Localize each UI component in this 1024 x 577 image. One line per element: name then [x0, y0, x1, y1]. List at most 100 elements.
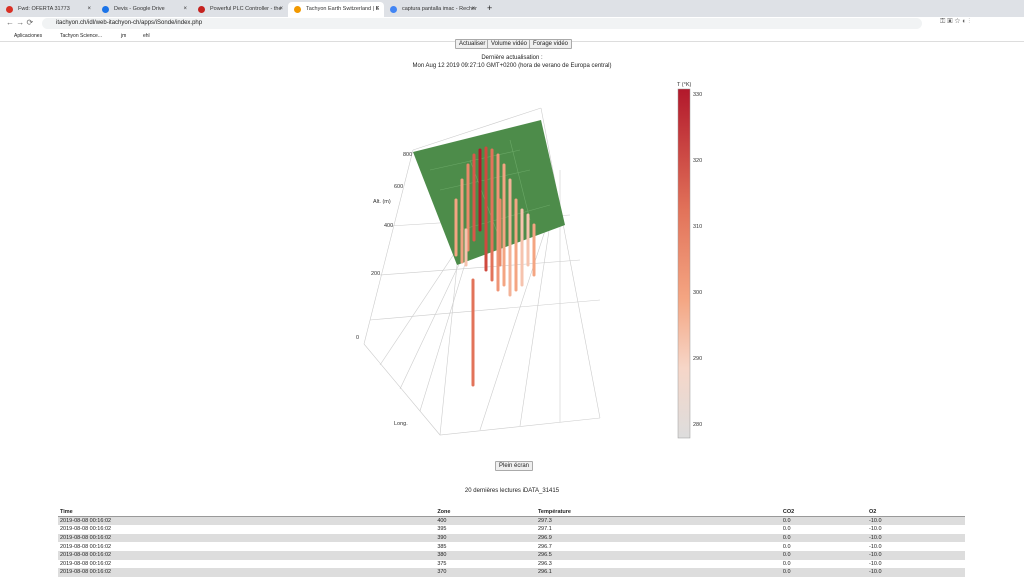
tab-close[interactable]: × [279, 6, 283, 12]
column-header: Time [58, 508, 436, 518]
table-cell: 375 [437, 560, 447, 567]
table-cell: 297.3 [535, 516, 781, 526]
url: itachyon.ch/idl/web-itachyon-ch/apps/iSo… [56, 20, 203, 26]
table-cell: 297.1 [537, 526, 552, 533]
tab-icon [390, 6, 397, 13]
header-row: Time Zone Température CO2 O2 [58, 508, 965, 518]
table-cell: 296.9 [535, 533, 781, 543]
tab-title: Fwd: OFERTA 31773 TACHYON [18, 6, 70, 12]
tab-icon [102, 6, 109, 13]
table-cell: -10.0 [867, 533, 965, 543]
table-row: 2019-08-08 00:16:02 390 296.9 0.0 -10.0 [58, 533, 965, 543]
tab[interactable]: Devis - Google Drive × [96, 2, 192, 17]
tab-title: Tachyon Earth Switzerland | E [306, 6, 380, 12]
colorbar-tick-label: 330 [693, 92, 702, 98]
table-cell: 2019-08-08 00:16:02 [60, 543, 112, 550]
toolbar-button[interactable]: Forage vidéo [529, 39, 573, 49]
tab-title: captura pantalla imac - Recher [402, 6, 477, 12]
table-cell: -10.0 [869, 526, 882, 533]
table-cell: 0.0 [780, 533, 868, 543]
z-tick-label: 0 [356, 335, 359, 341]
table-cell: -10.0 [867, 568, 965, 577]
tab[interactable]: captura pantalla imac - Recher × [384, 2, 480, 17]
bookmark[interactable]: ehl [143, 33, 150, 39]
new-tab[interactable]: + [487, 3, 493, 13]
table-cell: 2019-08-08 00:16:02 [58, 568, 436, 577]
column-header: Température [535, 508, 781, 518]
colorbar-tick-label: 310 [693, 224, 702, 230]
colorbar-title: T (°K) [677, 82, 691, 88]
table-cell: 2019-08-08 00:16:02 [58, 533, 436, 543]
z-axis-label: Alt. (m) [373, 199, 391, 205]
tab[interactable]: Powerful PLC Controller - the × [192, 2, 288, 17]
table-cell: 296.7 [537, 543, 552, 550]
bookmark[interactable]: jm [121, 33, 127, 39]
tab-bar: +Fwd: OFERTA 31773 TACHYON×Devis - Googl… [0, 0, 1024, 17]
table-cell: 2019-08-08 00:16:02 [60, 560, 112, 567]
tab-close[interactable]: × [471, 6, 475, 12]
address-bar: ← → ⟳ itachyon.ch/idl/web-itachyon-ch/ap… [0, 17, 1024, 30]
tab-title: Powerful PLC Controller - the [210, 6, 282, 12]
tab[interactable]: Tachyon Earth Switzerland | E × [288, 2, 384, 17]
column-header: O2 [867, 508, 965, 518]
z-tick-label: 800 [403, 152, 412, 158]
table-cell: -10.0 [867, 550, 965, 560]
table-cell: 2019-08-08 00:16:02 [58, 516, 436, 526]
table-cell: 380 [435, 550, 536, 560]
browser-icons[interactable]: ⚿ ▣ ☆ ◐ ⋮ [940, 18, 971, 25]
tab-close[interactable]: × [87, 6, 91, 12]
z-tick-label: 400 [384, 223, 393, 229]
table-cell: 0.0 [782, 560, 791, 567]
table-cell: 0.0 [780, 568, 868, 577]
table-cell: -10.0 [869, 560, 882, 567]
table-cell: 0.0 [782, 526, 791, 533]
colorbar-tick-label: 290 [693, 356, 702, 362]
update-time: Mon Aug 12 2019 09:27:10 GMT+0200 (hora … [412, 63, 612, 69]
table-cell: 370 [435, 568, 536, 577]
tab-close[interactable]: × [375, 6, 379, 12]
column-header: Zone [435, 508, 536, 518]
colorbar-tick-label: 320 [693, 158, 702, 164]
table-cell: 2019-08-08 00:16:02 [60, 526, 112, 533]
update-label: Dernière actualisation : [481, 55, 543, 61]
nav-buttons[interactable]: ← → ⟳ [6, 18, 34, 27]
wireframe [363, 107, 601, 436]
table-cell: 395 [437, 526, 447, 533]
table-cell: 400 [435, 516, 536, 526]
readings-table: Time Zone Température CO2 O2 2019-08-08 00:16… [58, 508, 965, 577]
table-cell: 0.0 [780, 516, 868, 526]
table-cell: 296.1 [535, 568, 781, 577]
table-cell: 2019-08-08 00:16:02 [58, 550, 436, 560]
fullscreen-button[interactable]: Plein écran [495, 461, 534, 471]
table-row: 2019-08-08 00:16:02 400 297.3 0.0 -10.0 [58, 516, 965, 526]
url-field[interactable]: itachyon.ch/idl/web-itachyon-ch/apps/iSo… [42, 18, 922, 29]
z-tick-label: 200 [371, 271, 380, 277]
tab-icon [6, 6, 13, 13]
table-cell: 296.3 [537, 560, 552, 567]
tab-close[interactable]: × [183, 6, 187, 12]
tab[interactable]: Fwd: OFERTA 31773 TACHYON × [0, 2, 96, 17]
table-row: 2019-08-08 00:16:02 370 296.1 0.0 -10.0 [58, 568, 965, 577]
tab-icon [198, 6, 205, 13]
table-cell: 0.0 [780, 550, 868, 560]
table-cell: -10.0 [867, 516, 965, 526]
satellite-map [413, 120, 565, 265]
tab-title: Devis - Google Drive [114, 6, 165, 12]
column-header: CO2 [780, 508, 868, 518]
table-cell: -10.0 [869, 543, 882, 550]
table-row: 2019-08-08 00:16:02 385 296.7 0.0 -10.0 [58, 542, 965, 551]
bookmark[interactable]: Tachyon Science... [60, 33, 102, 39]
x-axis-label: Long. [394, 421, 408, 427]
table-caption: 20 dernières lectures iDATA_31415 [464, 488, 560, 494]
probe-bars [454, 146, 536, 387]
table-row: 2019-08-08 00:16:02 395 297.1 0.0 -10.0 [58, 525, 965, 534]
bookmark[interactable]: Aplicaciones [14, 33, 43, 39]
table-cell: 0.0 [782, 543, 791, 550]
tab-icon [294, 6, 301, 13]
colorbar-tick-label: 280 [693, 422, 702, 428]
table-cell: 390 [435, 533, 536, 543]
table-cell: 385 [437, 543, 447, 550]
colorbar-tick-label: 300 [693, 290, 702, 296]
